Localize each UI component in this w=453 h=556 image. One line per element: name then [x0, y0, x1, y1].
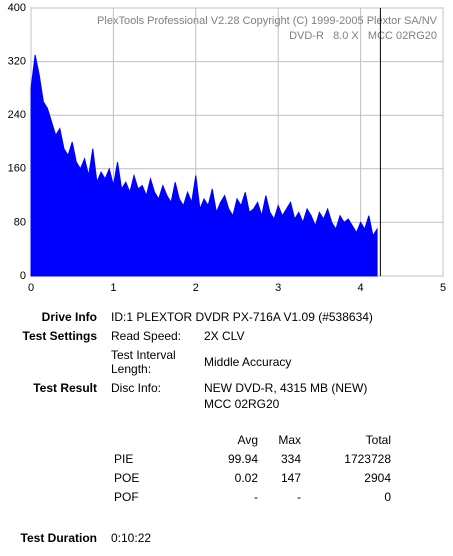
value: NEW DVD-R, 4315 MB (NEW) — [204, 381, 368, 395]
y-tick-label: 240 — [8, 109, 26, 121]
y-tick-label: 400 — [8, 2, 26, 14]
stats-cell: - — [254, 490, 258, 504]
label: Test Interval Length: — [111, 348, 176, 376]
x-tick-label: 2 — [193, 282, 199, 294]
stats-cell: POF — [114, 490, 139, 504]
annotation: PlexTools Professional V2.28 Copyright (… — [97, 15, 438, 27]
value: 0:10:22 — [111, 531, 152, 545]
x-tick-label: 5 — [440, 282, 446, 294]
stats-cell: 0.02 — [234, 471, 258, 485]
stats-cell: POE — [114, 471, 140, 485]
area — [30, 54, 378, 277]
y-tick-label: 0 — [20, 270, 26, 282]
y-tick-label: 160 — [8, 163, 26, 175]
stats-cell: PIE — [114, 452, 134, 466]
stats-cell: 1723728 — [344, 452, 391, 466]
x-tick-label: 3 — [275, 282, 281, 294]
stats-cell: Max — [278, 433, 301, 447]
stats-cell: 147 — [280, 471, 301, 485]
stats-cell: 99.94 — [227, 452, 258, 466]
label: Read Speed: — [111, 329, 182, 343]
value: Middle Accuracy — [204, 355, 292, 369]
y-tick-label: 320 — [8, 56, 26, 68]
stats-cell: Total — [365, 433, 391, 447]
label: Test Settings — [22, 329, 97, 343]
label: Drive Info — [41, 310, 97, 324]
label: Test Result — [33, 381, 97, 395]
chart: PlexTools Professional V2.28 Copyright (… — [8, 2, 446, 294]
label: Disc Info: — [111, 381, 162, 395]
label: Test Duration — [20, 531, 97, 545]
stats-cell: - — [297, 490, 301, 504]
y-tick-label: 80 — [14, 216, 26, 228]
x-tick-label: 4 — [358, 282, 364, 294]
stats-cell: 2904 — [364, 471, 391, 485]
value: MCC 02RG20 — [204, 397, 280, 411]
x-tick-label: 1 — [110, 282, 116, 294]
stats-cell: 334 — [280, 452, 301, 466]
stats-cell: Avg — [237, 433, 258, 447]
annotation: DVD-R 8.0 X MCC 02RG20 — [289, 30, 437, 42]
value: ID:1 PLEXTOR DVDR PX-716A V1.09 (#538634… — [111, 310, 373, 324]
value: 2X CLV — [204, 329, 245, 343]
stats-cell: 0 — [384, 490, 391, 504]
x-tick-label: 0 — [28, 282, 34, 294]
